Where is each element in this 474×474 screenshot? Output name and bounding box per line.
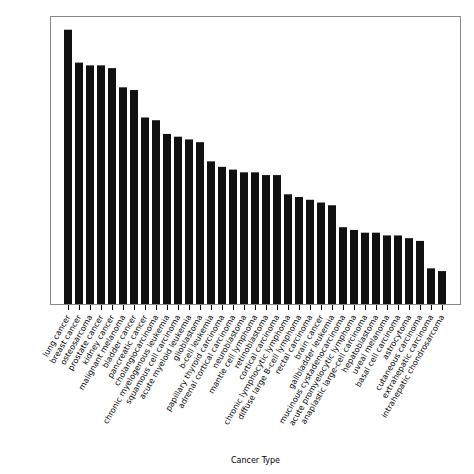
- svg-text:gallbladder leukemia: gallbladder leukemia: [286, 313, 337, 391]
- svg-text:prostate cancer: prostate cancer: [66, 313, 106, 373]
- svg-text:lung cancer: lung cancer: [41, 313, 73, 359]
- svg-text:Cancer Type: Cancer Type: [231, 456, 280, 465]
- svg-text:astrocytoma: astrocytoma: [380, 313, 414, 362]
- svg-text:b-cell leukemia: b-cell leukemia: [177, 313, 216, 371]
- svg-text:intrahepatic chondrosarcoma: intrahepatic chondrosarcoma: [380, 313, 447, 419]
- svg-text:bladder cancer: bladder cancer: [100, 313, 139, 370]
- svg-text:neuroblastoma: neuroblastoma: [210, 313, 249, 370]
- svg-text:anaplastic large-cell carcinom: anaplastic large-cell carcinoma: [299, 313, 370, 426]
- svg-text:cholangiocarcinoma: cholangiocarcinoma: [112, 313, 161, 388]
- svg-text:cutaneous carcinoma: cutaneous carcinoma: [373, 313, 425, 393]
- svg-text:mantle cell lymphoma: mantle cell lymphoma: [207, 313, 260, 396]
- svg-text:osteosarcoma: osteosarcoma: [58, 313, 95, 367]
- svg-text:kidney cancer: kidney cancer: [80, 313, 117, 367]
- svg-text:malignant melanoma: malignant melanoma: [76, 313, 128, 392]
- svg-text:pancreatic cancer: pancreatic cancer: [105, 313, 150, 380]
- svg-text:retinoblastoma: retinoblastoma: [232, 313, 271, 371]
- svg-text:chronic myelogenous leukemia: chronic myelogenous leukemia: [101, 313, 172, 426]
- svg-text:extrahepatic carcinoma: extrahepatic carcinoma: [380, 313, 435, 400]
- svg-text:hepatoblastoma: hepatoblastoma: [340, 313, 381, 375]
- svg-text:chronic lymphocytic lymphoma: chronic lymphocytic lymphoma: [221, 313, 293, 427]
- svg-text:diffuse large B-cell lymphoma: diffuse large B-cell lymphoma: [235, 313, 304, 422]
- svg-text:rectal carcinoma: rectal carcinoma: [273, 313, 315, 376]
- svg-text:uveal melanoma: uveal melanoma: [350, 313, 392, 376]
- svg-text:glioblastoma: glioblastoma: [170, 313, 205, 363]
- svg-text:breast cancer: breast cancer: [48, 313, 84, 366]
- svg-text:adrenal cortical carcinoma: adrenal cortical carcinoma: [176, 313, 238, 410]
- svg-text:squamous cell carcinoma: squamous cell carcinoma: [123, 313, 183, 406]
- svg-text:acute myeloid leukemia: acute myeloid leukemia: [137, 313, 194, 401]
- svg-text:brain cancer: brain cancer: [292, 313, 326, 362]
- svg-text:cortical carcinoma: cortical carcinoma: [236, 313, 282, 382]
- svg-text:papillary thyroid carcinoma: papillary thyroid carcinoma: [163, 313, 227, 413]
- svg-text:mucinous cystadenocarcinoma: mucinous cystadenocarcinoma: [277, 313, 348, 426]
- svg-text:basal cell carcinoma: basal cell carcinoma: [353, 313, 403, 389]
- svg-text:acute promyelocytic lymphoma: acute promyelocytic lymphoma: [287, 313, 359, 428]
